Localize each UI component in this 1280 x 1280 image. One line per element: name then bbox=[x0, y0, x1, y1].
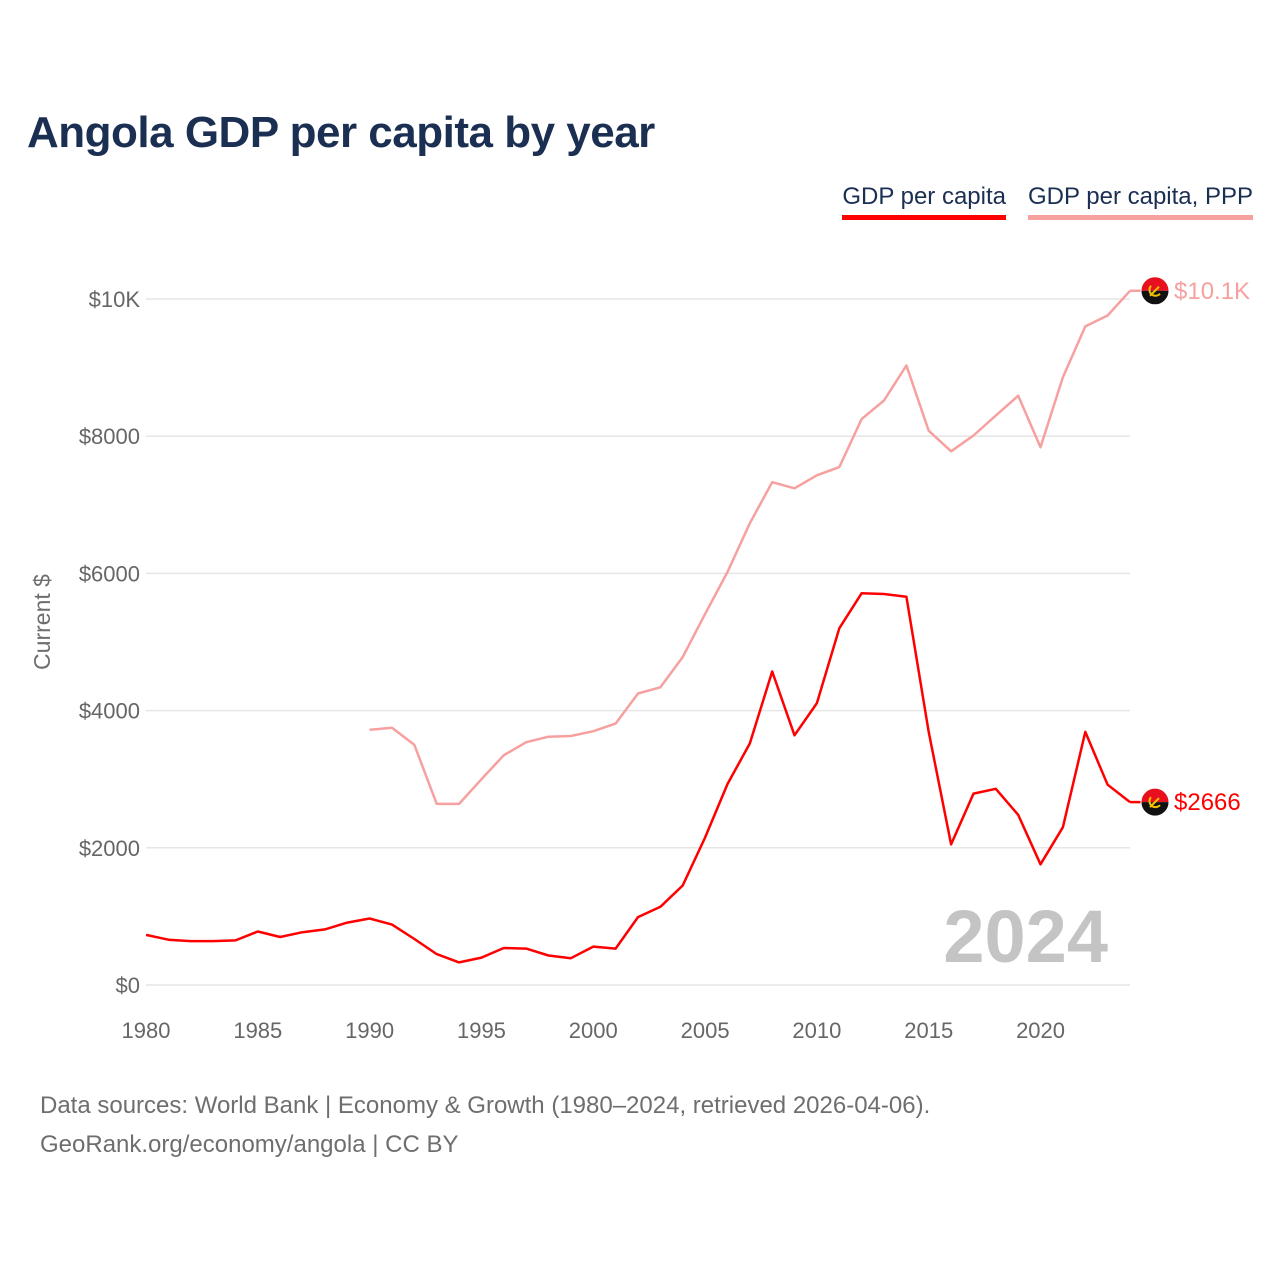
y-axis-label: Current $ bbox=[29, 574, 55, 670]
series-line-gdp-per-capita-ppp bbox=[369, 289, 1131, 806]
end-value-label-ppp: $10.1K bbox=[1174, 278, 1250, 305]
x-tick-label: 2020 bbox=[1016, 1018, 1065, 1043]
x-tick-label: 2000 bbox=[569, 1018, 618, 1043]
x-tick-label: 1995 bbox=[457, 1018, 506, 1043]
page-title: Angola GDP per capita by year bbox=[27, 108, 655, 157]
y-axis-ticks: $0 $2000 $4000 $6000 $8000 $10K bbox=[79, 287, 141, 998]
footer-credit[interactable]: GeoRank.org/economy/angola | CC BY bbox=[40, 1131, 459, 1158]
y-tick-label: $0 bbox=[116, 973, 140, 998]
angola-flag-icon bbox=[1140, 787, 1170, 817]
y-tick-label: $6000 bbox=[79, 561, 140, 586]
flag-ring bbox=[1140, 787, 1170, 817]
series-lines bbox=[145, 289, 1131, 964]
chart: $0$2000$4000$6000$8000$10K 1980 1985 1990 1… bbox=[29, 276, 1250, 1043]
x-tick-label: 2010 bbox=[792, 1018, 841, 1043]
x-tick-label: 1985 bbox=[233, 1018, 282, 1043]
legend: GDP per capita GDP per capita, PPP bbox=[842, 183, 1253, 220]
end-value-label-gdp: $2666 bbox=[1174, 789, 1241, 816]
current-year-watermark: 2024 bbox=[943, 895, 1108, 978]
footer-sources: Data sources: World Bank | Economy & Gro… bbox=[40, 1092, 931, 1119]
flag-machete bbox=[1149, 286, 1160, 297]
x-tick-label: 2005 bbox=[681, 1018, 730, 1043]
flag-ring bbox=[1140, 276, 1170, 306]
flag-top bbox=[1141, 788, 1169, 803]
y-tick-label: $8000 bbox=[79, 424, 140, 449]
series-line-gdp-per-capita bbox=[145, 592, 1131, 964]
flag-machete bbox=[1149, 797, 1160, 808]
legend-gdp-per-capita-ppp[interactable]: GDP per capita, PPP bbox=[1028, 183, 1253, 220]
end-markers: $10.1K $2666 bbox=[1130, 276, 1250, 817]
footer: Data sources: World Bank | Economy & Gro… bbox=[40, 1086, 930, 1164]
legend-gdp-per-capita[interactable]: GDP per capita bbox=[842, 183, 1006, 220]
y-tick-label: $4000 bbox=[79, 699, 140, 724]
flag-bottom bbox=[1141, 290, 1169, 305]
x-tick-label: 1990 bbox=[345, 1018, 394, 1043]
x-tick-label: 1980 bbox=[122, 1018, 171, 1043]
x-tick-label: 2015 bbox=[904, 1018, 953, 1043]
y-tick-label: $2000 bbox=[79, 836, 140, 861]
y-tick-label: $10K bbox=[89, 287, 141, 312]
angola-flag-icon bbox=[1140, 276, 1170, 306]
x-axis-ticks: 1980 1985 1990 1995 2000 2005 2010 2015 2020 bbox=[122, 1018, 1065, 1043]
flag-top bbox=[1141, 276, 1169, 291]
grid-lines bbox=[146, 298, 1130, 986]
flag-bottom bbox=[1141, 802, 1169, 817]
